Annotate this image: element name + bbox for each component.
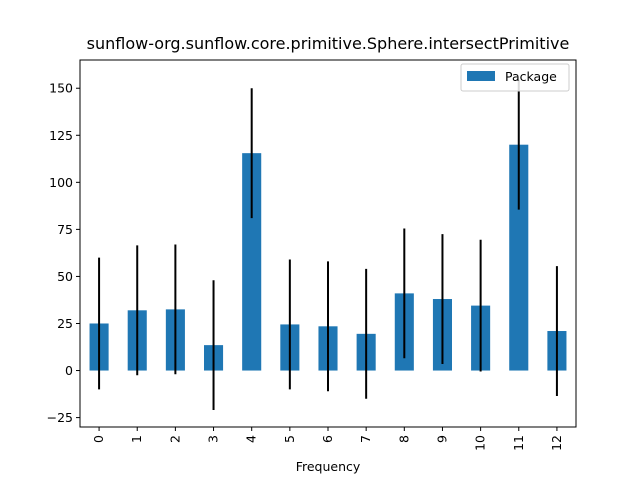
bar-11 <box>509 144 529 371</box>
y-tick-label-0: 0 <box>65 363 73 378</box>
legend-box <box>460 63 570 92</box>
x-tick-label-12: 12 <box>549 435 564 451</box>
x-tick-label-6: 6 <box>320 435 335 443</box>
legend-label-package: Package <box>505 69 557 84</box>
x-tick-label-8: 8 <box>396 435 411 443</box>
legend: Package <box>460 63 570 92</box>
error-bars-group <box>98 79 558 411</box>
y-tick-label-150: 150 <box>49 81 73 96</box>
x-tick-label-1: 1 <box>129 435 144 443</box>
x-axis-label: Frequency <box>296 459 361 474</box>
x-tick-label-2: 2 <box>167 435 182 443</box>
y-tick-label--25: −25 <box>47 410 73 425</box>
x-tick-label-3: 3 <box>206 435 221 443</box>
y-tick-label-125: 125 <box>49 128 73 143</box>
y-tick-label-75: 75 <box>57 222 73 237</box>
y-tick-label-50: 50 <box>57 269 73 284</box>
x-tick-label-7: 7 <box>358 435 373 443</box>
y-axis: −25 0 25 50 75 100 125 150 <box>47 81 80 425</box>
bar-4 <box>242 153 262 371</box>
plot-frame <box>79 59 577 428</box>
x-tick-label-4: 4 <box>244 435 259 443</box>
chart-title: sunflow-org.sunflow.core.primitive.Spher… <box>87 34 570 53</box>
y-tick-label-100: 100 <box>49 175 73 190</box>
x-tick-label-5: 5 <box>282 435 297 443</box>
x-tick-label-0: 0 <box>91 435 106 443</box>
legend-swatch-package <box>467 71 495 81</box>
x-tick-label-11: 11 <box>511 435 526 451</box>
x-tick-label-10: 10 <box>473 435 488 451</box>
x-axis: 0 1 2 3 4 5 6 7 8 9 10 11 12 <box>91 427 564 451</box>
y-tick-label-25: 25 <box>57 316 73 331</box>
x-tick-label-9: 9 <box>434 435 449 443</box>
